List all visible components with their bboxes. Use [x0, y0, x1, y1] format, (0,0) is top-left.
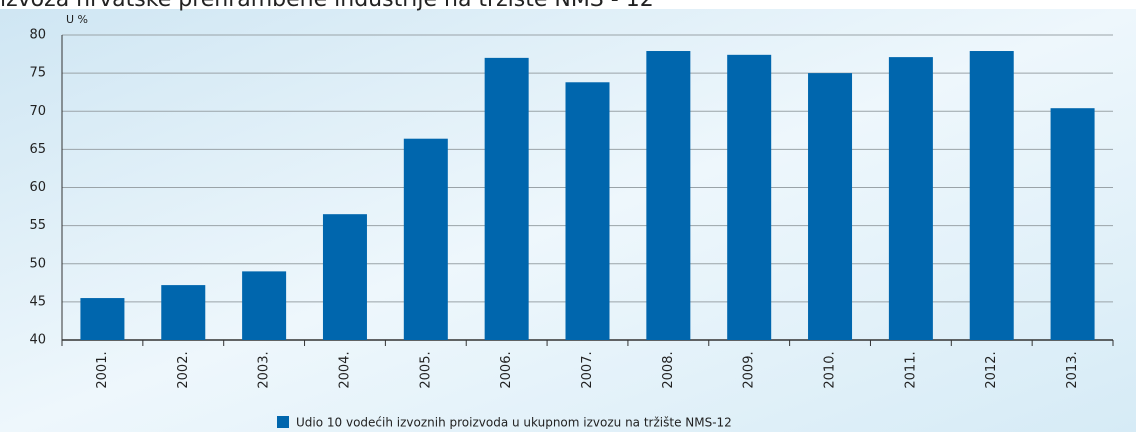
y-tick-label: 60	[29, 180, 46, 195]
x-tick-label: 2009.	[742, 351, 757, 388]
x-tick-label: 2012.	[984, 351, 999, 388]
y-tick-label: 75	[29, 66, 46, 81]
x-tick-label: 2011.	[903, 351, 918, 388]
bar	[1050, 108, 1095, 340]
x-tick-label: 2005.	[418, 351, 433, 388]
x-tick-label: 2002.	[176, 351, 191, 388]
y-tick-label: 80	[29, 28, 46, 43]
x-tick-label: 2003.	[257, 351, 272, 388]
x-tick-label: 2006.	[499, 351, 514, 388]
y-tick-label: 55	[29, 218, 46, 233]
y-tick-label: 40	[29, 333, 46, 348]
x-tick-label: 2007.	[580, 351, 595, 388]
bar	[161, 285, 206, 340]
chart-title: izvoza hrvatske prehrambene industrije n…	[0, 0, 654, 12]
bar	[808, 73, 853, 340]
x-tick-label: 2004.	[337, 351, 352, 388]
y-tick-label: 45	[29, 294, 46, 309]
legend-swatch	[277, 416, 289, 428]
x-tick-label: 2008.	[661, 351, 676, 388]
y-tick-label: 65	[29, 142, 46, 157]
bar	[242, 271, 287, 340]
x-tick-label: 2001.	[95, 351, 110, 388]
bar	[646, 51, 691, 340]
bar	[403, 138, 448, 340]
bar	[969, 51, 1014, 340]
y-tick-label: 50	[29, 256, 46, 271]
bar	[484, 57, 529, 340]
x-tick-label: 2013.	[1065, 351, 1080, 388]
y-axis-label: U %	[66, 13, 88, 26]
y-tick-label: 70	[29, 104, 46, 119]
bar	[322, 214, 367, 340]
x-tick-label: 2010.	[823, 351, 838, 388]
bar	[727, 54, 772, 340]
bar	[888, 57, 933, 341]
bar	[565, 82, 610, 341]
legend-label: Udio 10 vodećih izvoznih proizvoda u uku…	[296, 416, 732, 430]
bar	[80, 298, 125, 340]
